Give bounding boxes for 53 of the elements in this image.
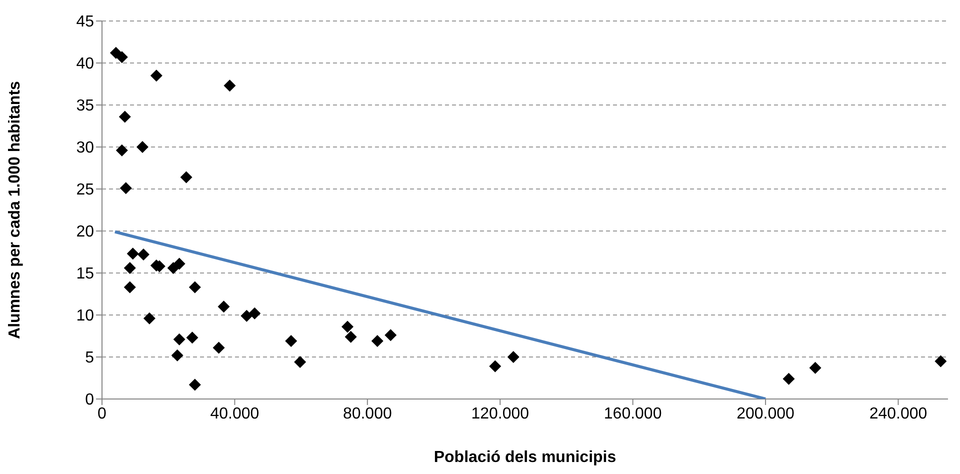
point <box>116 144 128 156</box>
point <box>171 349 184 362</box>
point <box>186 332 198 344</box>
x-tick-label: 240.000 <box>869 405 928 422</box>
point <box>126 248 139 260</box>
point <box>173 333 186 346</box>
point <box>137 248 150 261</box>
point <box>116 51 128 64</box>
x-tick-label: 120.000 <box>471 405 530 422</box>
point <box>248 307 261 320</box>
y-tick-label: 30 <box>76 140 94 157</box>
point <box>384 329 397 342</box>
point <box>124 262 136 274</box>
y-tick-label: 35 <box>76 98 94 115</box>
point <box>173 258 186 270</box>
point <box>507 351 520 363</box>
point <box>188 281 201 294</box>
point <box>344 330 357 343</box>
point <box>150 70 162 82</box>
point <box>136 141 148 153</box>
y-tick-label: 5 <box>85 350 94 367</box>
point <box>934 355 947 368</box>
point <box>809 362 822 374</box>
y-tick-label: 20 <box>76 224 94 241</box>
point <box>188 378 201 391</box>
point <box>120 182 132 194</box>
x-tick-label: 80.000 <box>342 405 392 422</box>
y-tick-label: 45 <box>76 14 94 31</box>
point <box>240 310 253 322</box>
point <box>212 342 225 354</box>
point <box>180 171 192 184</box>
point <box>124 281 136 294</box>
y-tick-label: 40 <box>76 56 94 73</box>
x-tick-label: 200.000 <box>736 405 795 422</box>
point <box>224 80 236 92</box>
x-tick-label: 0 <box>98 405 107 422</box>
point <box>342 320 354 333</box>
point <box>371 335 384 348</box>
point <box>782 372 795 385</box>
point <box>285 335 298 348</box>
point <box>294 356 306 368</box>
y-axis-title: Alumnes per cada 1.000 habitants <box>6 80 24 339</box>
point <box>489 360 502 372</box>
point <box>218 300 230 313</box>
x-tick-label: 40.000 <box>210 405 260 422</box>
x-axis-title: Població dels municipis <box>434 449 616 466</box>
y-tick-label: 0 <box>85 392 94 409</box>
point <box>143 312 156 324</box>
y-tick-label: 15 <box>76 266 94 283</box>
y-tick-label: 25 <box>76 182 94 199</box>
y-tick-label: 10 <box>76 308 94 325</box>
x-tick-label: 160.000 <box>604 405 662 422</box>
point <box>118 110 131 123</box>
